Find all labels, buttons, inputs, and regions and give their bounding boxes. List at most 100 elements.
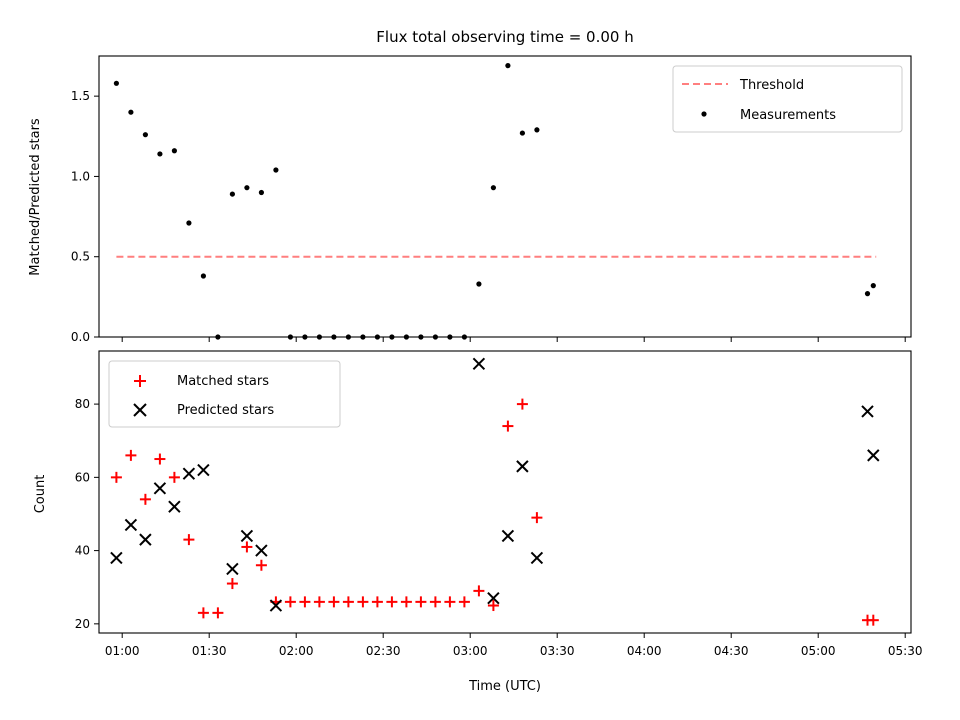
ratio-panel-ylabel: Matched/Predicted stars <box>28 118 43 276</box>
y-tick-label: 1.0 <box>71 169 90 183</box>
predicted-point <box>168 500 181 513</box>
matched-point <box>139 493 151 505</box>
x-tick-label: 02:00 <box>279 644 314 658</box>
matched-point <box>400 596 412 608</box>
legend-box <box>672 65 903 133</box>
predicted-legend-label: Predicted stars <box>177 403 274 418</box>
measurement-point <box>534 127 540 133</box>
threshold-legend-label: Threshold <box>739 78 804 93</box>
measurement-point <box>476 281 482 287</box>
measurement-point <box>870 283 876 289</box>
matched-point <box>415 596 427 608</box>
matched-point <box>212 607 224 619</box>
predicted-point <box>867 449 880 462</box>
measurement-point <box>505 63 511 69</box>
measurement-point <box>229 191 235 197</box>
predicted-legend-swatch <box>133 403 147 417</box>
predicted-point <box>197 463 210 477</box>
x-tick-label: 02:30 <box>366 644 401 658</box>
measurement-point <box>273 167 279 173</box>
predicted-point <box>269 599 283 612</box>
measurement-point <box>128 109 134 115</box>
matched-point <box>371 596 383 608</box>
y-tick-label: 20 <box>75 617 90 631</box>
matched-point <box>328 596 340 608</box>
matched-legend-swatch <box>134 375 146 387</box>
legend-box <box>108 360 341 428</box>
x-tick-label: 05:00 <box>801 644 836 658</box>
matched-point <box>516 398 528 410</box>
predicted-point <box>124 518 138 532</box>
matched-point <box>473 585 485 597</box>
predicted-point <box>487 592 500 605</box>
count-panel-frame <box>98 350 912 634</box>
matched-point <box>429 596 441 608</box>
y-tick-label: 1.5 <box>71 89 90 103</box>
matched-point <box>487 600 499 612</box>
matched-point <box>125 449 137 461</box>
matched-point <box>313 596 325 608</box>
x-tick-label: 04:00 <box>627 644 662 658</box>
x-tick-label: 01:30 <box>192 644 227 658</box>
measurement-point <box>171 148 177 154</box>
x-tick-label: 03:30 <box>540 644 575 658</box>
y-tick-label: 40 <box>75 544 90 558</box>
predicted-point <box>472 357 486 371</box>
matched-point <box>458 596 470 608</box>
measurement-point <box>864 291 871 297</box>
x-tick-label: 04:30 <box>714 644 749 658</box>
matched-point <box>197 607 209 619</box>
y-tick-label: 0.0 <box>71 330 90 344</box>
ratio-panel-plot-area: 0.0 0.5 1.0 1.5 <box>71 63 906 344</box>
matched-point <box>241 541 253 553</box>
matched-point <box>531 512 543 524</box>
measurement-point <box>200 273 206 279</box>
count-panel-legend: Matched stars Predicted stars <box>108 360 341 428</box>
matched-point <box>255 559 267 571</box>
matched-point <box>183 534 195 546</box>
matched-point <box>502 420 514 432</box>
measurement-point <box>244 185 250 191</box>
predicted-point <box>516 460 529 473</box>
count-panel-xlabel: Time (UTC) <box>468 679 541 694</box>
predicted-point <box>530 551 544 565</box>
measurement-point <box>113 80 119 86</box>
count-panel: Count Time (UTC) 01:00 01:30 02:00 02:30 03:… <box>33 350 923 694</box>
matched-point <box>444 596 456 608</box>
measurement-point <box>519 130 526 136</box>
predicted-point <box>182 467 196 480</box>
measurements-legend-swatch <box>701 111 707 117</box>
predicted-point <box>501 529 515 543</box>
x-tick-label: 05:30 <box>888 644 923 658</box>
matched-point <box>357 596 369 608</box>
y-tick-label: 0.5 <box>71 250 90 264</box>
matched-point <box>867 614 879 626</box>
y-tick-label: 80 <box>75 397 90 411</box>
matched-point <box>284 596 296 608</box>
predicted-point <box>861 405 874 418</box>
predicted-point <box>110 551 123 565</box>
predicted-point <box>153 482 167 495</box>
ratio-panel-title: Flux total observing time = 0.00 h <box>376 28 633 46</box>
measurement-point <box>186 220 192 226</box>
measurement-point <box>490 185 496 191</box>
measurements-legend-label: Measurements <box>740 108 836 123</box>
ratio-panel-legend: Threshold Measurements <box>672 65 903 133</box>
matched-point <box>299 596 311 608</box>
ratio-panel-frame <box>98 55 912 338</box>
count-panel-ylabel: Count <box>33 475 48 514</box>
measurement-point <box>157 151 163 157</box>
predicted-point <box>240 529 254 543</box>
matched-point <box>168 471 180 483</box>
matched-point <box>342 596 354 608</box>
matched-point <box>226 578 238 590</box>
predicted-point <box>226 562 239 576</box>
predicted-point <box>255 544 268 557</box>
ratio-panel: Flux total observing time = 0.00 h Match… <box>28 28 912 344</box>
matched-point <box>154 453 166 465</box>
x-tick-label: 03:00 <box>453 644 488 658</box>
count-panel-plot-area: 01:00 01:30 02:00 02:30 03:00 03:30 04:00 04:30… <box>75 357 923 658</box>
predicted-point <box>139 533 152 546</box>
matched-legend-label: Matched stars <box>177 374 269 389</box>
